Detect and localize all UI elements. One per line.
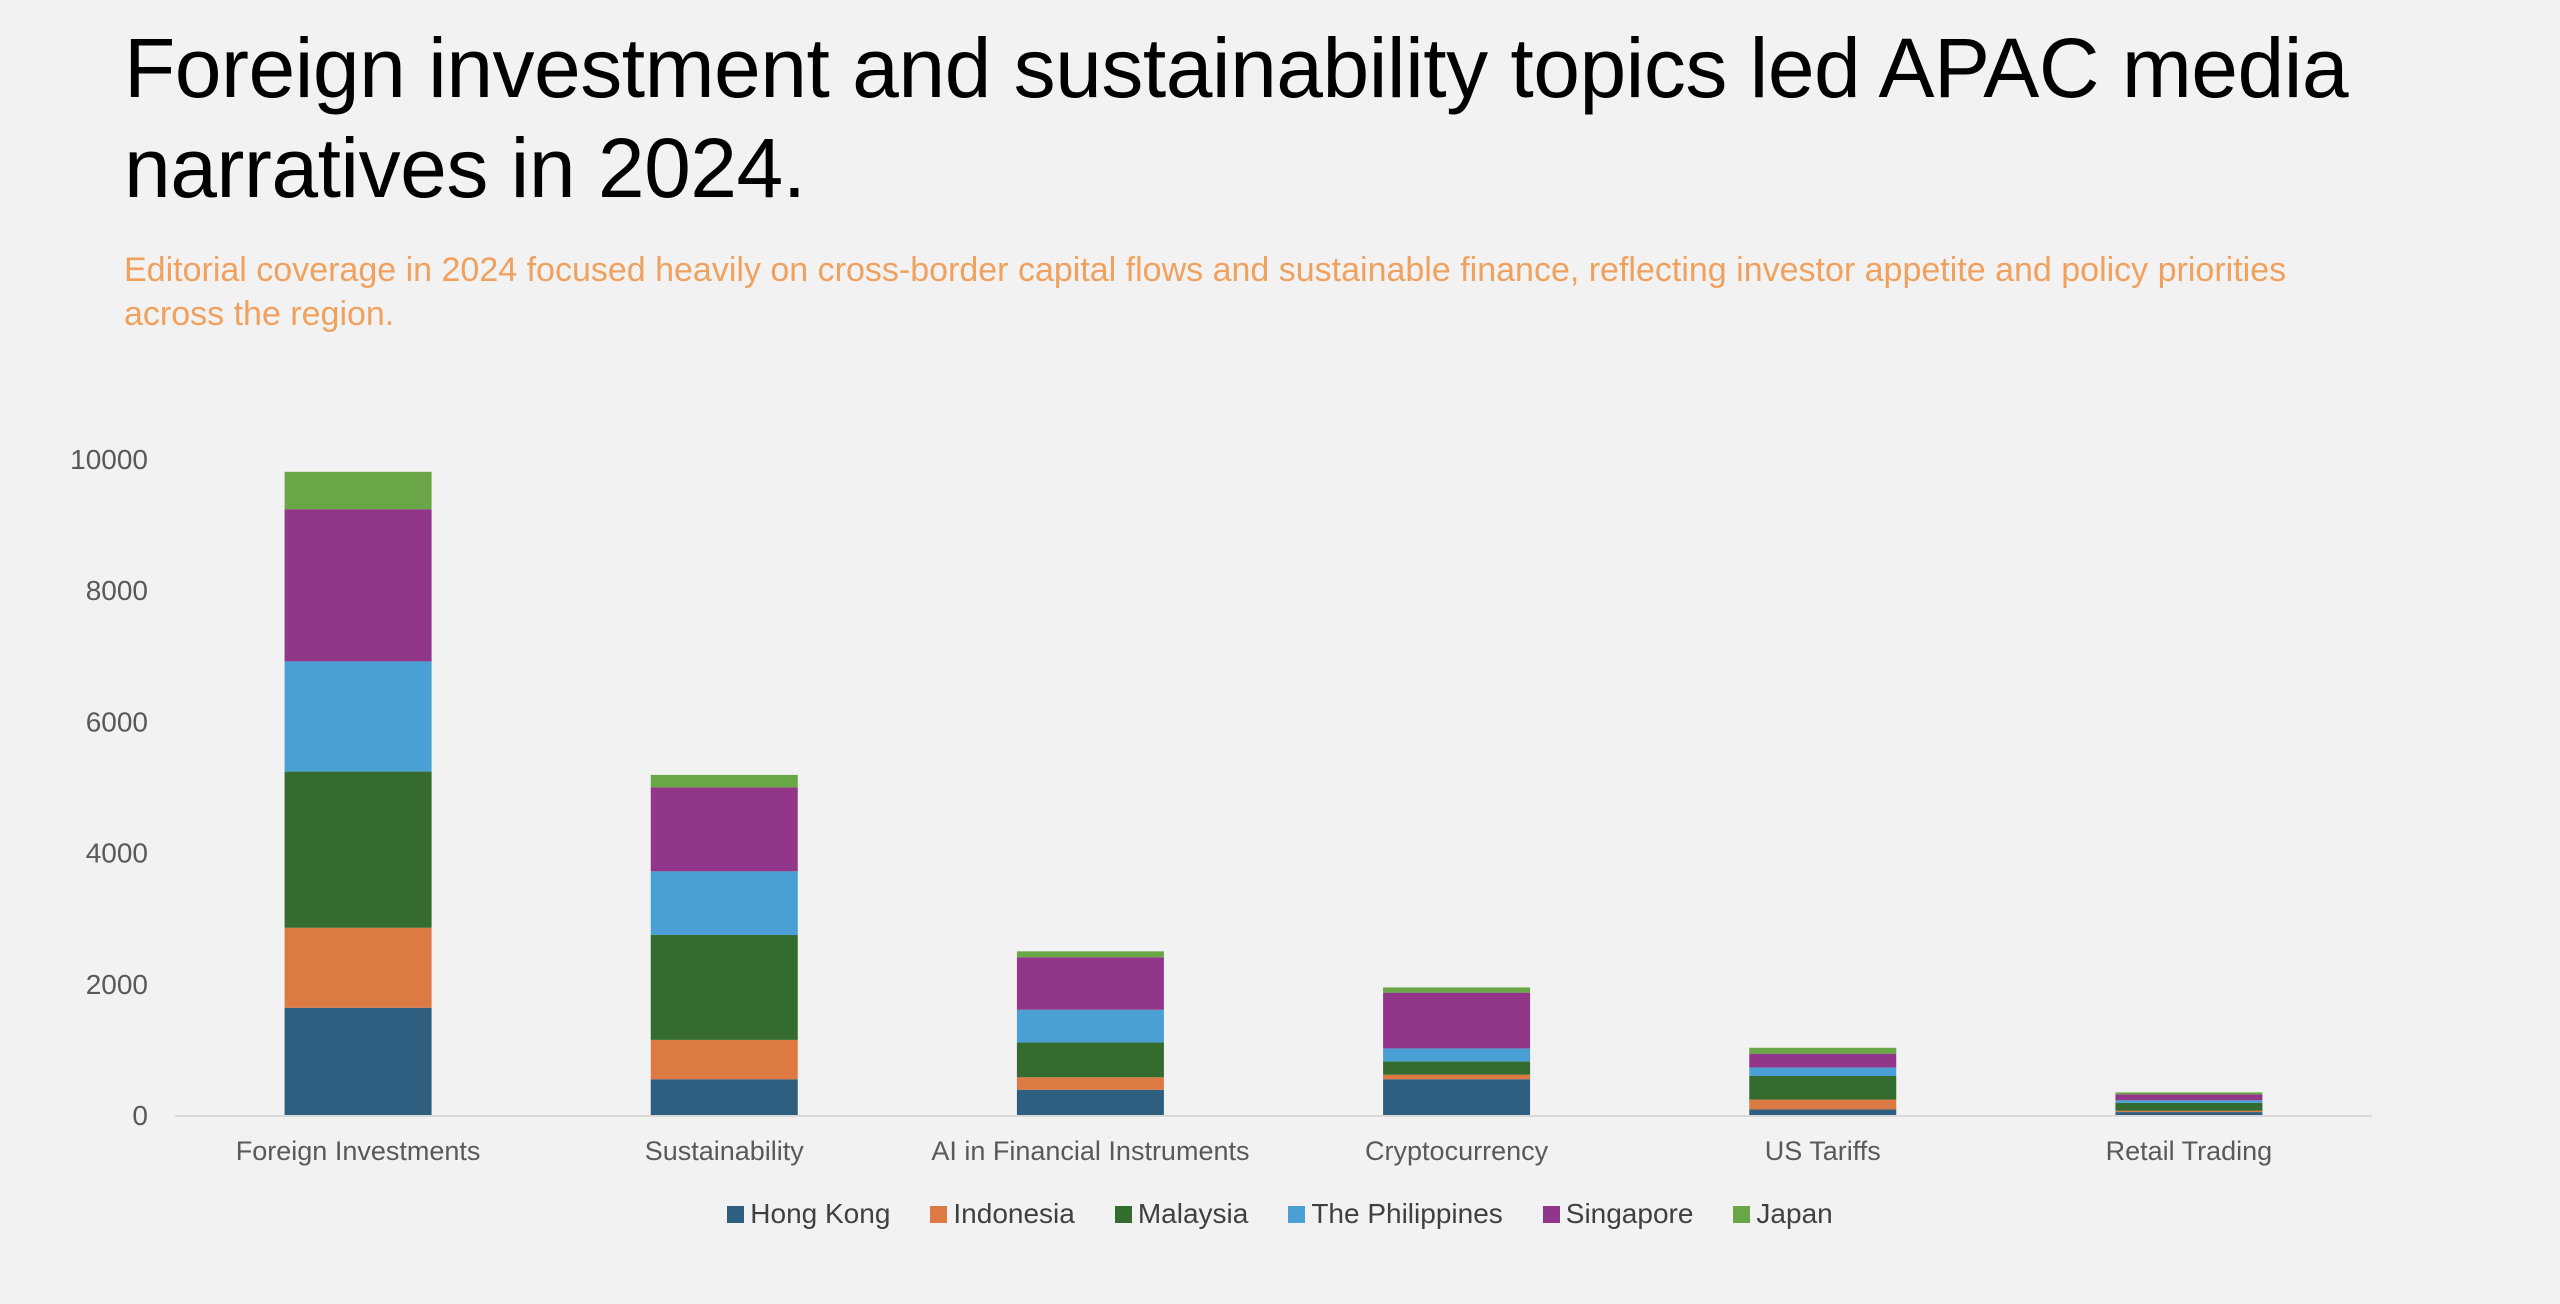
x-tick-label: AI in Financial Instruments — [931, 1136, 1249, 1166]
bar-segment — [1383, 1061, 1531, 1075]
legend-swatch — [1733, 1205, 1751, 1223]
legend-swatch — [1542, 1205, 1560, 1223]
stacked-bar-chart: 0 2000 4000 6000 8000 10000 Foreign Investmen… — [70, 444, 2372, 1166]
legend-label: Indonesia — [953, 1198, 1075, 1229]
chart-area: 0 2000 4000 6000 8000 10000 Foreign Investmen… — [0, 380, 2560, 1304]
chart-subtitle: Editorial coverage in 2024 focused heavi… — [124, 251, 2287, 333]
bar-segment — [650, 1079, 798, 1116]
bar-segment — [1749, 1047, 1897, 1054]
bar-segment — [1383, 992, 1531, 1049]
x-tick-label: Foreign Investments — [236, 1136, 481, 1166]
legend-item: Hong Kong — [727, 1198, 890, 1230]
bar-segment — [1383, 1048, 1531, 1062]
legend-item: The Philippines — [1288, 1198, 1503, 1230]
y-tick-label: 2000 — [86, 969, 148, 1000]
bar-segment — [284, 1007, 432, 1116]
y-axis: 0 2000 4000 6000 8000 10000 — [70, 444, 148, 1131]
legend-item: Indonesia — [930, 1198, 1075, 1230]
bar-segment — [1383, 1074, 1531, 1080]
bar-segment — [1016, 951, 1164, 958]
bar-segment — [1383, 1079, 1531, 1116]
legend-swatch — [930, 1205, 948, 1223]
legend-swatch — [1288, 1205, 1306, 1223]
chart-title: Foreign investment and sustainability to… — [124, 21, 2349, 215]
y-tick-label: 0 — [132, 1100, 148, 1131]
bar-segment — [650, 934, 798, 1040]
bar-segment — [1016, 1077, 1164, 1090]
bar-segment — [1749, 1067, 1897, 1076]
bar-segment — [284, 661, 432, 772]
bar-segment — [1749, 1109, 1897, 1116]
x-axis: Foreign Investments Sustainability AI in F… — [236, 1136, 2272, 1166]
bar-segment — [2115, 1110, 2263, 1113]
y-tick-label: 4000 — [86, 838, 148, 869]
x-tick-label: Sustainability — [645, 1136, 805, 1166]
y-tick-label: 8000 — [86, 575, 148, 606]
bar-segment — [2115, 1092, 2263, 1095]
legend-label: Japan — [1756, 1198, 1833, 1229]
bar-segment — [2115, 1102, 2263, 1111]
x-tick-label: Retail Trading — [2106, 1136, 2273, 1166]
bar-segment — [650, 774, 798, 788]
y-tick-label: 10000 — [70, 444, 148, 475]
bar-segment — [650, 871, 798, 935]
bar-segment — [650, 787, 798, 872]
bar-segment — [2115, 1112, 2263, 1116]
bar-segment — [284, 927, 432, 1008]
bars — [284, 471, 2263, 1116]
bar-segment — [2115, 1100, 2263, 1103]
legend-label: Malaysia — [1137, 1198, 1249, 1229]
legend-item: Japan — [1733, 1198, 1833, 1230]
legend-swatch — [727, 1205, 745, 1223]
bar-segment — [1016, 1042, 1164, 1078]
legend-swatch — [1114, 1205, 1132, 1223]
y-tick-label: 6000 — [86, 706, 148, 737]
bar-segment — [284, 771, 432, 928]
bar-segment — [1016, 1089, 1164, 1116]
bar-segment — [1383, 987, 1531, 993]
bar-segment — [1016, 957, 1164, 1010]
bar-segment — [1016, 1009, 1164, 1043]
legend-item: Malaysia — [1114, 1198, 1249, 1230]
bar-segment — [284, 509, 432, 662]
legend: Hong Kong Indonesia Malaysia The Philippine… — [0, 1198, 2560, 1230]
bar-segment — [1749, 1075, 1897, 1100]
x-tick-label: US Tariffs — [1765, 1136, 1881, 1166]
bar-segment — [1749, 1053, 1897, 1068]
bar-segment — [284, 471, 432, 510]
legend-label: Hong Kong — [750, 1198, 891, 1229]
legend-item: Singapore — [1542, 1198, 1694, 1230]
bar-segment — [2115, 1094, 2263, 1101]
bar-segment — [1749, 1099, 1897, 1110]
x-tick-label: Cryptocurrency — [1365, 1136, 1549, 1166]
legend-label: Singapore — [1565, 1198, 1694, 1229]
bar-segment — [650, 1039, 798, 1080]
legend-label: The Philippines — [1311, 1198, 1503, 1229]
